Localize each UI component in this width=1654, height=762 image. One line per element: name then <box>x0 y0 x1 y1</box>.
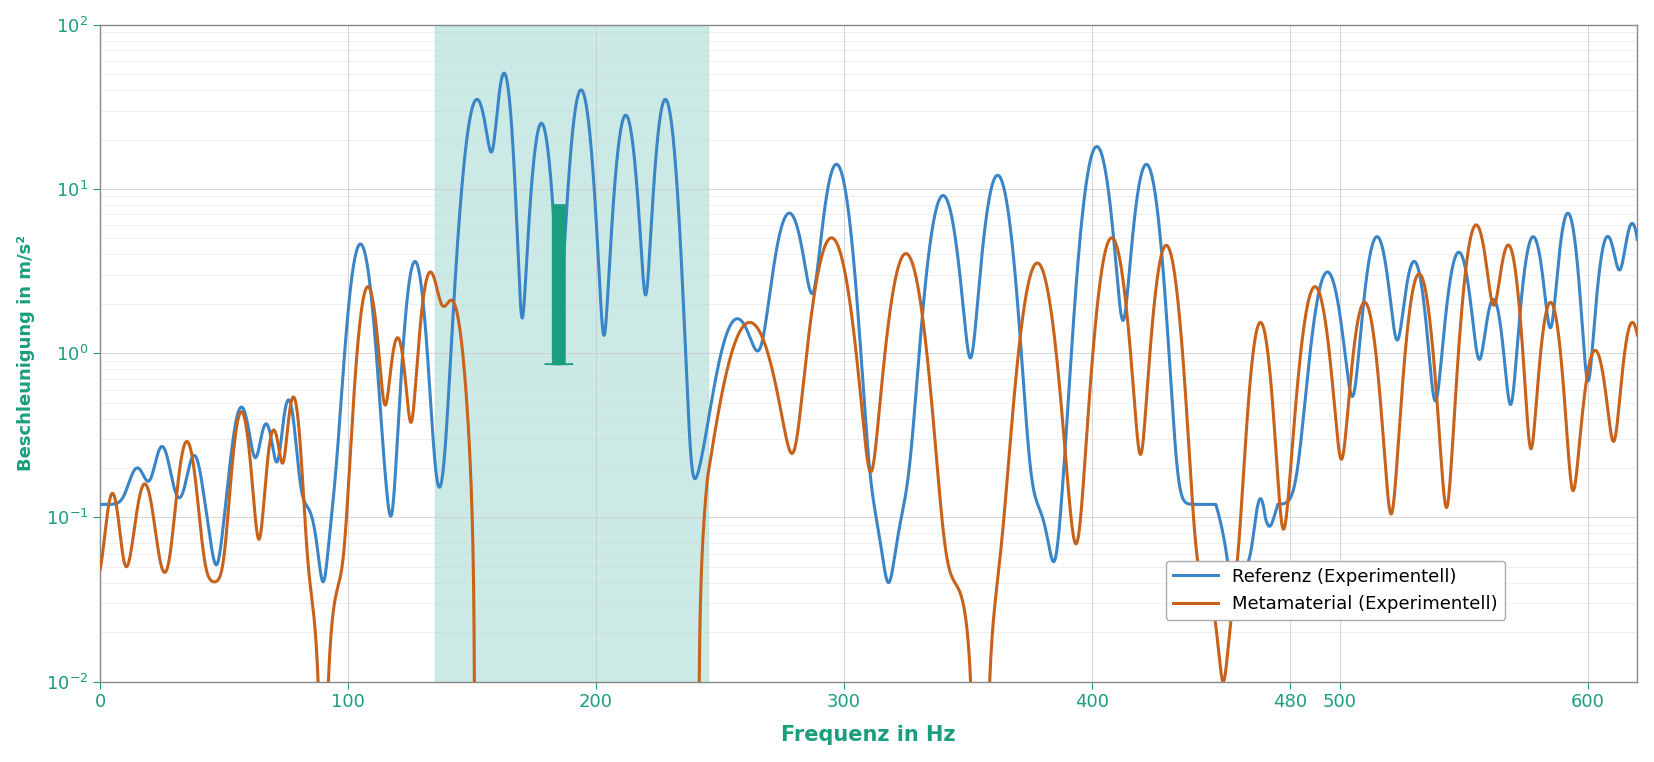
Referenz (Experimentell) <box>495 69 514 78</box>
Referenz (Experimentell) <box>678 396 698 405</box>
Referenz (Experimentell) <box>91 500 111 509</box>
Bar <box>435 24 708 682</box>
Metamaterial (Experimentell) <box>1237 411 1257 421</box>
Y-axis label: Beschleunigung in m/s²: Beschleunigung in m/s² <box>17 235 35 471</box>
Legend: Referenz (Experimentell), Metamaterial (Experimentell): Referenz (Experimentell), Metamaterial (… <box>1166 561 1505 620</box>
Referenz (Experimentell) <box>878 578 898 588</box>
Metamaterial (Experimentell) <box>1090 277 1110 287</box>
X-axis label: Frequenz in Hz: Frequenz in Hz <box>781 725 956 745</box>
Metamaterial (Experimentell) <box>1012 315 1032 325</box>
Metamaterial (Experimentell) <box>1467 220 1487 229</box>
Metamaterial (Experimentell) <box>91 565 111 574</box>
Metamaterial (Experimentell) <box>1355 298 1374 307</box>
Referenz (Experimentell) <box>1355 290 1374 299</box>
Metamaterial (Experimentell) <box>678 693 698 702</box>
Referenz (Experimentell) <box>1090 146 1110 155</box>
Line: Metamaterial (Experimentell): Metamaterial (Experimentell) <box>101 225 1637 697</box>
Referenz (Experimentell) <box>1012 367 1032 376</box>
Referenz (Experimentell) <box>369 390 389 399</box>
Referenz (Experimentell) <box>1237 559 1257 568</box>
Metamaterial (Experimentell) <box>1628 331 1647 340</box>
Referenz (Experimentell) <box>1628 235 1647 244</box>
Metamaterial (Experimentell) <box>309 693 329 702</box>
Line: Referenz (Experimentell): Referenz (Experimentell) <box>101 73 1637 583</box>
Metamaterial (Experimentell) <box>370 357 390 366</box>
